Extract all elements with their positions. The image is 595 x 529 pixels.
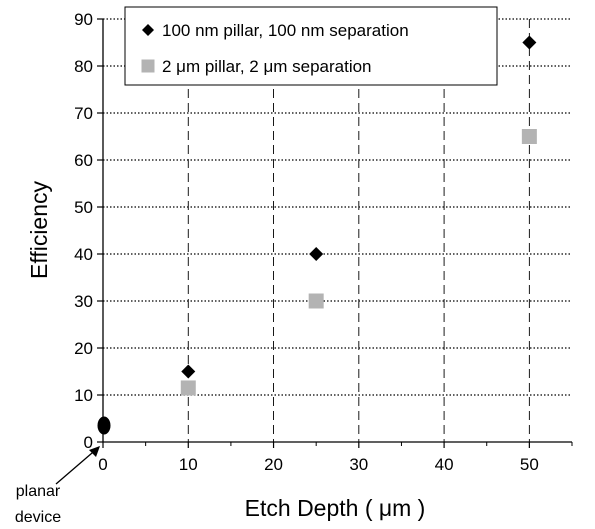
y-axis-title: Efficiency bbox=[26, 180, 52, 279]
legend-label: 100 nm pillar, 100 nm separation bbox=[162, 21, 409, 40]
data-point-square bbox=[308, 293, 324, 309]
data-point-square bbox=[180, 380, 196, 396]
data-point-diamond bbox=[522, 35, 537, 50]
annotation-arrow bbox=[55, 446, 100, 485]
x-tick-label: 10 bbox=[179, 455, 198, 474]
x-tick-label: 20 bbox=[264, 455, 283, 474]
tick-labels: 0 10 20 30 40 50 60 70 80 90 0 10 20 30 40 50 bbox=[74, 10, 539, 474]
y-tick-label: 20 bbox=[74, 339, 93, 358]
data-point-ellipse bbox=[97, 416, 111, 435]
y-tick-label: 80 bbox=[74, 57, 93, 76]
legend-box bbox=[124, 6, 498, 86]
y-tick-label: 60 bbox=[74, 151, 93, 170]
x-tick-label: 30 bbox=[349, 455, 368, 474]
data-point-diamond bbox=[181, 364, 196, 379]
annotation-arrowhead bbox=[89, 446, 100, 457]
x-tick-label: 40 bbox=[435, 455, 454, 474]
y-tick-label: 50 bbox=[74, 198, 93, 217]
y-tick-label: 70 bbox=[74, 104, 93, 123]
data-point-diamond bbox=[309, 247, 324, 261]
planar-device-annotation: planar device bbox=[15, 446, 100, 526]
x-tick-label: 50 bbox=[520, 455, 539, 474]
y-tick-label: 40 bbox=[74, 245, 93, 264]
legend: 100 nm pillar, 100 nm separation 2 μm pil… bbox=[124, 6, 498, 86]
data-points bbox=[97, 35, 537, 435]
legend-marker-square bbox=[141, 59, 155, 73]
data-point-square bbox=[521, 129, 537, 144]
annotation-label-line2: device bbox=[15, 509, 61, 526]
x-axis-title: Etch Depth ( μm ) bbox=[245, 495, 426, 521]
y-tick-label: 10 bbox=[74, 386, 93, 405]
axes bbox=[97, 18, 573, 448]
legend-marker-diamond bbox=[142, 24, 154, 36]
y-tick-label: 0 bbox=[84, 433, 93, 452]
annotation-label-line1: planar bbox=[16, 483, 61, 500]
y-tick-label: 90 bbox=[74, 10, 93, 29]
x-tick-label: 0 bbox=[98, 455, 107, 474]
y-tick-label: 30 bbox=[74, 292, 93, 311]
legend-label: 2 μm pillar, 2 μm separation bbox=[162, 57, 372, 76]
